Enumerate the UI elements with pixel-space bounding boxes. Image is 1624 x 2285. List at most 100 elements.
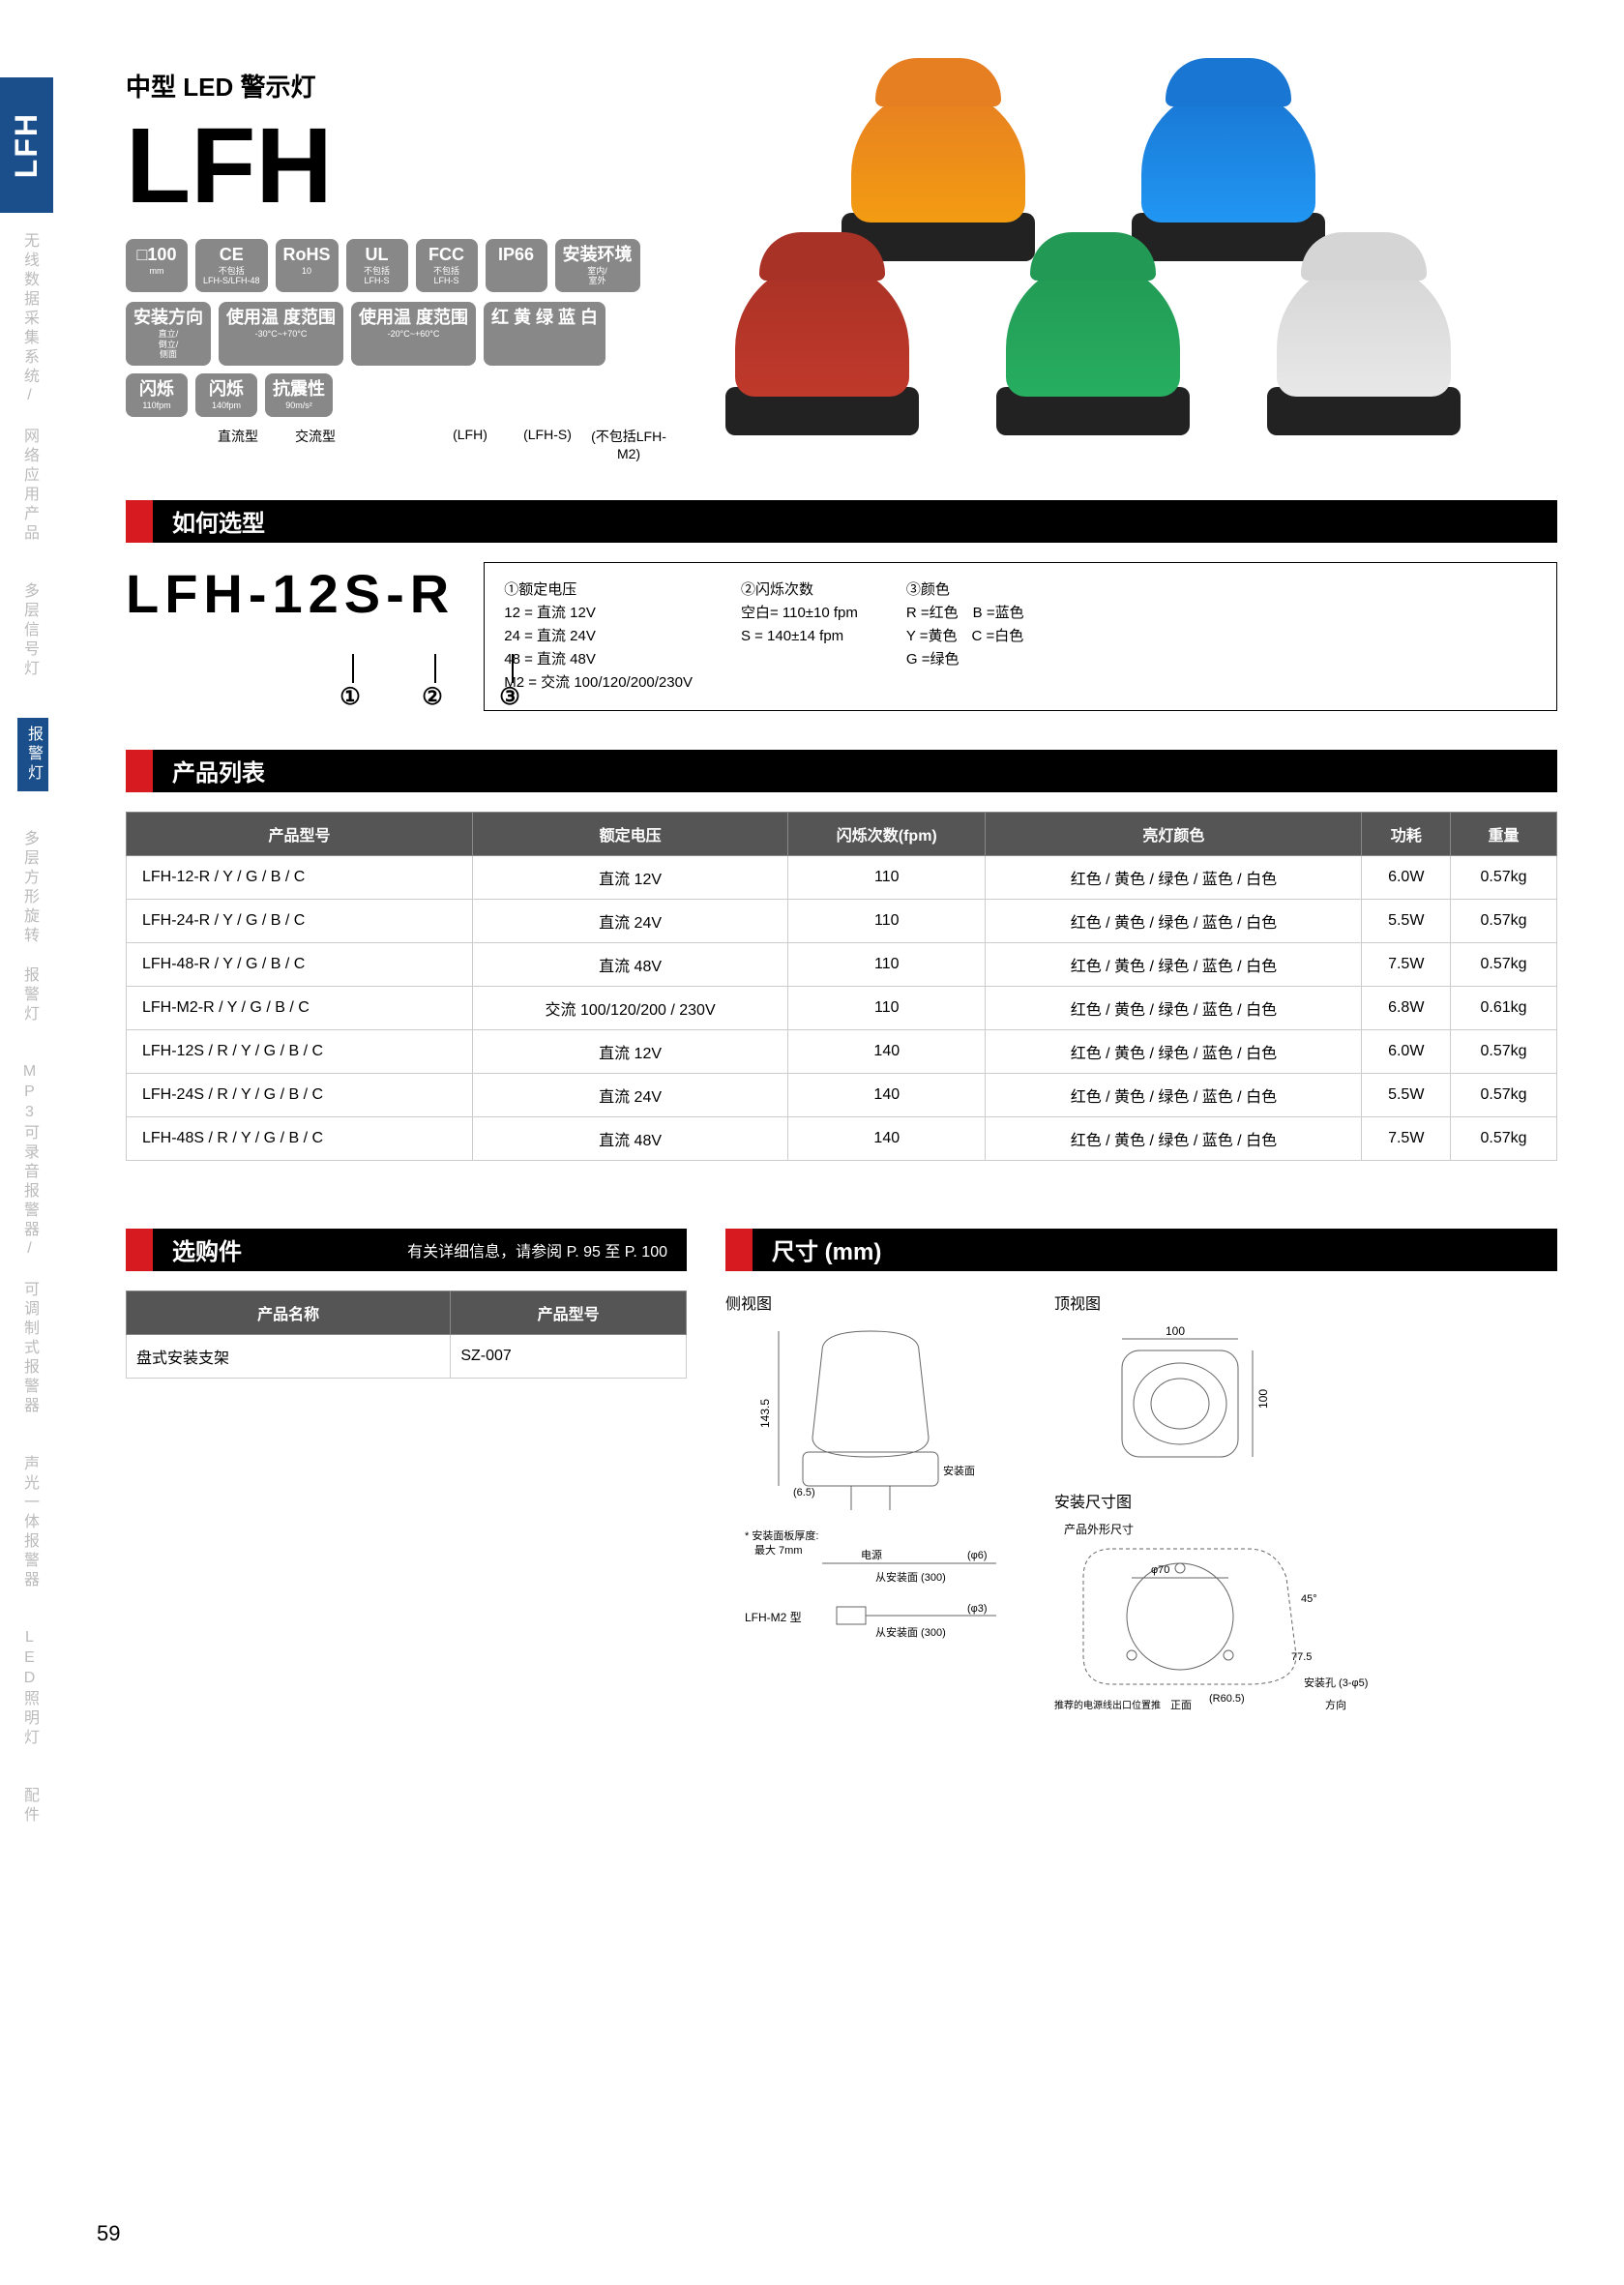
section-ordering: 如何选型	[126, 500, 1557, 543]
table-row: 盘式安装支架SZ-007	[127, 1334, 687, 1378]
product-code-tab: LFH	[0, 77, 53, 213]
top-view-label: 顶视图	[1054, 1291, 1383, 1314]
tab-text: LFH	[9, 112, 44, 178]
nav-item-active[interactable]: 报警灯	[17, 718, 48, 791]
section-dimensions: 尺寸 (mm)	[725, 1229, 1557, 1271]
spec-badge: UL不包括LFH-S	[346, 239, 408, 292]
svg-text:安装面: 安装面	[943, 1464, 975, 1477]
spec-badges-row1: □100mmCE不包括LFH-S/LFH-48RoHS10UL不包括LFH-SF…	[126, 239, 667, 292]
spec-badge: □100mm	[126, 239, 188, 292]
nav-item[interactable]: MP3可录音报警器/ 可调制式报警器	[17, 1063, 41, 1416]
svg-text:100: 100	[1166, 1324, 1185, 1338]
nav-item[interactable]: 声光一体报警器	[17, 1455, 41, 1590]
spec-badge: 闪烁140fpm	[195, 373, 257, 416]
product-images	[725, 68, 1519, 455]
legend-column: ②闪烁次数空白= 110±10 fpmS = 140±14 fpm	[741, 579, 858, 695]
red-accent	[126, 750, 153, 792]
svg-text:(6.5): (6.5)	[793, 1487, 815, 1499]
spec-badge: 使用温 度范围-30°C~+70°C	[219, 302, 343, 366]
nav-item[interactable]: 配件	[17, 1787, 41, 1825]
mount-drawing: 产品外形尺寸 φ70 45° 77.5 (R60.5) 安装孔 (3-φ5)	[1054, 1520, 1383, 1713]
table-row: LFH-48-R / Y / G / B / C直流 48V110红色 / 黄色…	[127, 942, 1557, 986]
svg-text:电源: 电源	[861, 1548, 882, 1561]
svg-text:(φ6): (φ6)	[967, 1550, 988, 1561]
beacon-image	[1132, 87, 1325, 261]
spec-badge: RoHS10	[276, 239, 339, 292]
svg-text:* 安装面板厚度:: * 安装面板厚度:	[745, 1528, 818, 1542]
section-title: 如何选型	[153, 500, 1557, 543]
section-title: 选购件 有关详细信息，请参阅 P. 95 至 P. 100	[153, 1229, 687, 1271]
side-view-drawing: 143.5 (6.5) 安装面 * 安装面板厚度: 最大 7mm 电源 (φ6)…	[725, 1321, 1016, 1670]
svg-text:产品外形尺寸: 产品外形尺寸	[1064, 1523, 1134, 1536]
nav-item[interactable]: 无线数据采集系统/ 网络应用产品	[17, 232, 41, 544]
order-code-sample: LFH-12S-R ① ② ③	[126, 562, 455, 711]
section-title: 产品列表	[153, 750, 1557, 792]
svg-text:安装孔 (3-φ5): 安装孔 (3-φ5)	[1304, 1676, 1368, 1689]
order-legend: ①额定电压12 = 直流 12V24 = 直流 24V48 = 直流 48VM2…	[484, 562, 1557, 711]
svg-text:143.5: 143.5	[758, 1398, 772, 1427]
spec-badge: 安装方向直立/倒立/侧面	[126, 302, 211, 366]
nav-item[interactable]: LED照明灯	[17, 1629, 41, 1748]
table-header: 功耗	[1362, 812, 1451, 855]
table-row: LFH-12-R / Y / G / B / C直流 12V110红色 / 黄色…	[127, 855, 1557, 899]
beacon-image	[1267, 261, 1461, 435]
nav-item[interactable]: 多层方形旋转 报警灯	[17, 830, 41, 1024]
ordering-area: LFH-12S-R ① ② ③ ①额定电压12 = 直流 12V24 = 直流 …	[126, 562, 1557, 711]
table-row: LFH-12S / R / Y / G / B / C直流 12V140红色 /…	[127, 1029, 1557, 1073]
svg-text:推荐的电源线出口位置推: 推荐的电源线出口位置推	[1054, 1699, 1161, 1711]
options-table: 产品名称产品型号盘式安装支架SZ-007	[126, 1291, 687, 1379]
red-accent	[126, 1229, 153, 1271]
svg-text:φ70: φ70	[1151, 1564, 1169, 1576]
dimension-drawings: 侧视图 143.5 (6.5) 安装面	[725, 1291, 1557, 1716]
svg-text:从安装面 (300): 从安装面 (300)	[875, 1570, 946, 1584]
spec-badge: 闪烁110fpm	[126, 373, 188, 416]
section-title: 尺寸 (mm)	[753, 1229, 1557, 1271]
mount-label: 安装尺寸图	[1054, 1489, 1383, 1512]
spec-badge: 抗震性90m/s²	[265, 373, 333, 416]
svg-text:77.5: 77.5	[1291, 1651, 1312, 1663]
svg-text:从安装面 (300): 从安装面 (300)	[875, 1625, 946, 1639]
spec-badge: 红 黄 绿 蓝 白	[484, 302, 605, 366]
table-row: LFH-48S / R / Y / G / B / C直流 48V140红色 /…	[127, 1116, 1557, 1160]
beacon-image	[996, 261, 1190, 435]
spec-badge: IP66	[486, 239, 547, 292]
table-row: LFH-M2-R / Y / G / B / C交流 100/120/200 /…	[127, 986, 1557, 1029]
table-header: 产品名称	[127, 1291, 451, 1334]
red-accent	[725, 1229, 753, 1271]
red-accent	[126, 500, 153, 543]
beacon-image	[725, 261, 919, 435]
table-header: 产品型号	[127, 812, 473, 855]
nav-item[interactable]: 多层信号灯	[17, 582, 41, 679]
table-header: 额定电压	[473, 812, 788, 855]
legend-column: ③颜色R =红色 B =蓝色Y =黄色 C =白色G =绿色	[906, 579, 1024, 695]
beacon-image	[842, 87, 1035, 261]
spec-badges-row2: 安装方向直立/倒立/侧面使用温 度范围-30°C~+70°C使用温 度范围-20…	[126, 302, 667, 416]
products-table: 产品型号额定电压闪烁次数(fpm)亮灯颜色功耗重量LFH-12-R / Y / …	[126, 812, 1557, 1161]
table-header: 重量	[1451, 812, 1557, 855]
table-header: 亮灯颜色	[986, 812, 1362, 855]
top-view-drawing: 100 100	[1054, 1321, 1306, 1467]
svg-text:(R60.5): (R60.5)	[1209, 1693, 1245, 1705]
table-header: 闪烁次数(fpm)	[788, 812, 986, 855]
spec-badge: 安装环境室内/室外	[555, 239, 640, 292]
svg-text:LFH-M2 型: LFH-M2 型	[745, 1611, 802, 1624]
table-row: LFH-24S / R / Y / G / B / C直流 24V140红色 /…	[127, 1073, 1557, 1116]
spec-badge: FCC不包括LFH-S	[416, 239, 478, 292]
section-options: 选购件 有关详细信息，请参阅 P. 95 至 P. 100	[126, 1229, 687, 1271]
svg-text:(φ3): (φ3)	[967, 1603, 988, 1615]
svg-text:最大 7mm: 最大 7mm	[754, 1543, 803, 1557]
table-row: LFH-24-R / Y / G / B / C直流 24V110红色 / 黄色…	[127, 899, 1557, 942]
category-nav: 无线数据采集系统/ 网络应用产品 多层信号灯 报警灯 多层方形旋转 报警灯 MP…	[17, 232, 56, 1864]
spec-badge: CE不包括LFH-S/LFH-48	[195, 239, 268, 292]
side-view-label: 侧视图	[725, 1291, 1016, 1314]
page-number: 59	[97, 2221, 120, 2246]
options-note: 有关详细信息，请参阅 P. 95 至 P. 100	[407, 1238, 667, 1261]
badge-labels: 直流型交流型(LFH)(LFH-S)(不包括LFH-M2)	[126, 427, 667, 461]
svg-text:正面: 正面	[1170, 1700, 1192, 1711]
svg-text:方向: 方向	[1325, 1698, 1346, 1711]
section-products: 产品列表	[126, 750, 1557, 792]
svg-text:100: 100	[1256, 1388, 1270, 1408]
svg-text:45°: 45°	[1301, 1593, 1317, 1605]
spec-badge: 使用温 度范围-20°C~+60°C	[351, 302, 476, 366]
table-header: 产品型号	[451, 1291, 687, 1334]
